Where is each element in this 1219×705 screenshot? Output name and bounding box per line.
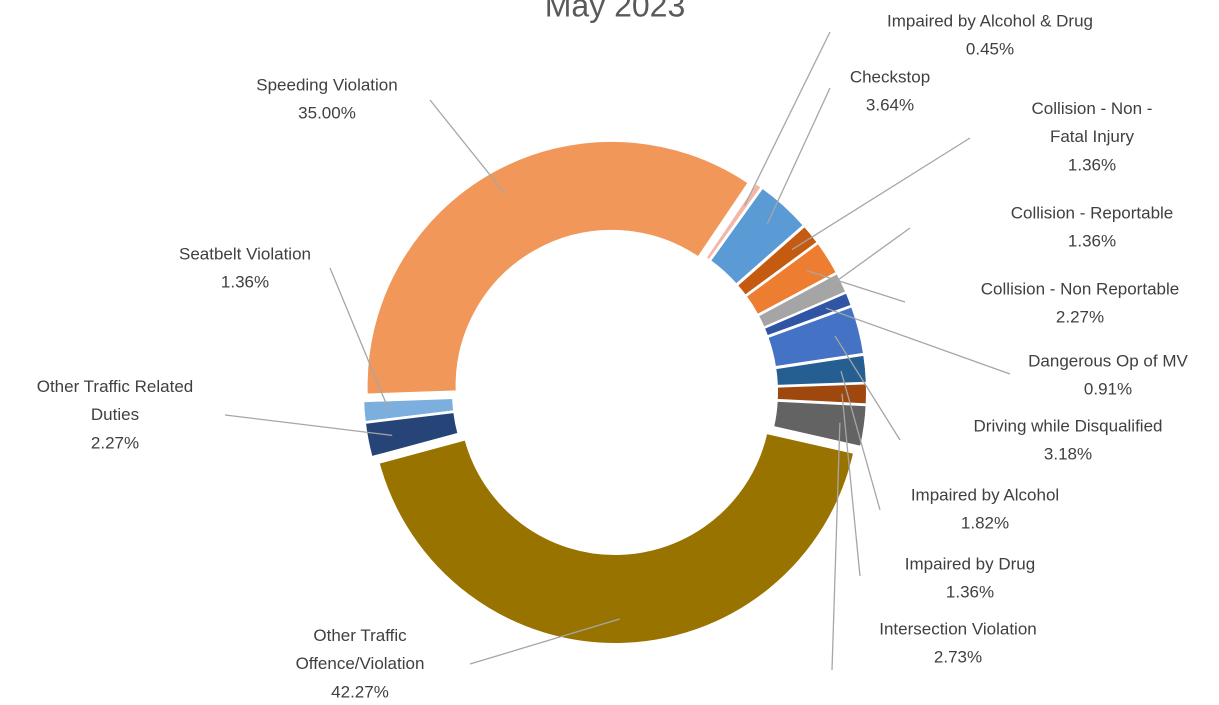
value-label: 1.36% xyxy=(221,272,269,291)
category-label: Collision - Reportable xyxy=(1011,203,1174,222)
category-label: Intersection Violation xyxy=(879,619,1037,638)
category-label: Seatbelt Violation xyxy=(179,244,311,263)
value-label: 1.36% xyxy=(1068,155,1116,174)
segments xyxy=(362,139,868,645)
category-label: Other Traffic Offence/Violation xyxy=(296,626,425,673)
category-label: Dangerous Op of MV xyxy=(1028,351,1188,370)
category-label: Collision - Non Reportable xyxy=(981,279,1179,298)
value-label: 2.27% xyxy=(1056,307,1104,326)
value-label: 0.91% xyxy=(1084,379,1132,398)
category-label: Checkstop xyxy=(850,67,930,86)
value-label: 1.36% xyxy=(1068,231,1116,250)
value-label: 3.18% xyxy=(1044,444,1092,463)
donut-segment xyxy=(766,305,866,369)
leader-line xyxy=(825,307,1011,375)
category-label: Impaired by Alcohol xyxy=(911,485,1059,504)
leader-line xyxy=(766,87,831,225)
category-label: Collision - Non -Fatal Injury xyxy=(1032,99,1153,146)
leader-lines xyxy=(224,31,1011,671)
value-label: 0.45% xyxy=(966,39,1014,58)
category-label: Impaired by Drug xyxy=(905,554,1035,573)
category-label: Speeding Violation xyxy=(256,75,397,94)
category-label: Other Traffic Related Duties xyxy=(37,377,194,424)
value-label: 2.73% xyxy=(934,647,982,666)
value-label: 1.36% xyxy=(946,582,994,601)
leader-line xyxy=(329,267,390,410)
donut-segment xyxy=(708,186,806,286)
value-label: 35.00% xyxy=(298,103,356,122)
leader-line xyxy=(841,393,861,577)
chart-title: May 2023 xyxy=(545,0,686,23)
leader-line xyxy=(834,335,901,441)
leader-line xyxy=(819,227,911,294)
value-label: 1.82% xyxy=(961,513,1009,532)
leader-line xyxy=(224,414,393,436)
donut-segment xyxy=(377,431,856,645)
leader-line xyxy=(806,270,906,303)
category-label: Impaired by Alcohol & Drug xyxy=(887,11,1093,30)
leader-line xyxy=(469,618,620,665)
leader-line xyxy=(831,422,841,671)
category-label: Driving while Disqualified xyxy=(974,416,1163,435)
value-label: 2.27% xyxy=(91,433,139,452)
leader-line xyxy=(744,31,831,206)
value-label: 42.27% xyxy=(331,682,389,701)
value-label: 3.64% xyxy=(866,95,914,114)
donut-segment xyxy=(365,139,750,396)
leader-line xyxy=(791,137,971,251)
leader-line xyxy=(429,99,506,194)
leader-line xyxy=(840,370,881,511)
